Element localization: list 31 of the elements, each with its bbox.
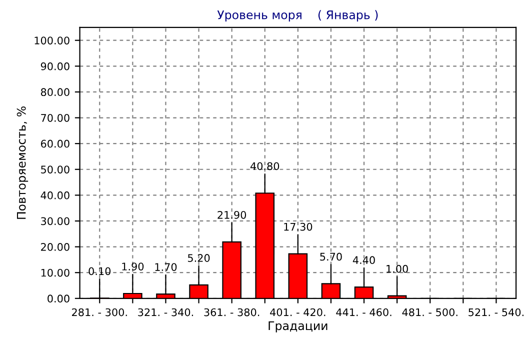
y-tick-label: 60.00: [40, 140, 70, 148]
data-label: 1.00: [386, 264, 408, 273]
x-tick-label: 281. - 300.: [72, 308, 127, 316]
y-tick-label: 10.00: [41, 268, 70, 277]
x-tick-label: 441. - 460.: [336, 308, 392, 316]
data-label: 1.90: [122, 262, 144, 270]
y-tick-label: 50.00: [41, 166, 70, 174]
data-label: 1.70: [155, 263, 177, 271]
x-axis-title: Градации: [268, 321, 328, 332]
chart-title: Уровень моря ( Январь ): [217, 10, 378, 22]
data-label: 5.20: [188, 254, 210, 262]
data-label: 4.40: [352, 256, 375, 264]
y-tick-label: 20.00: [41, 243, 70, 251]
x-tick-label: 401. - 420.: [270, 308, 326, 316]
y-tick-label: 70.00: [41, 114, 70, 122]
y-tick-label: 80.00: [40, 88, 70, 96]
data-label: 17.30: [284, 222, 312, 231]
y-tick-label: 100.00: [34, 36, 70, 44]
data-label: 40.80: [250, 162, 280, 170]
x-tick-label: 361. - 380.: [204, 308, 260, 316]
y-tick-label: 90.00: [40, 62, 70, 70]
data-label: 21.90: [218, 210, 246, 219]
y-axis-title: Повторяемость, %: [16, 106, 28, 219]
x-tick-label: 321. - 340.: [138, 308, 193, 316]
y-tick-label: 0.00: [48, 294, 70, 303]
data-label: 0.10: [88, 267, 111, 276]
data-label: 5.70: [320, 252, 342, 261]
x-tick-label: 521. - 540.: [468, 308, 524, 316]
y-tick-label: 30.00: [41, 217, 70, 226]
x-tick-label: 481. - 500.: [402, 308, 458, 316]
y-tick-label: 40.00: [40, 191, 70, 200]
